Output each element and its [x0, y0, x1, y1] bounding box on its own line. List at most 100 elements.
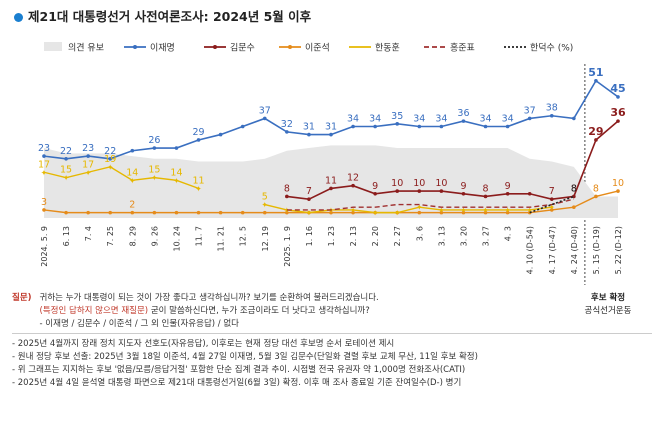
x-tick-label: 3. 6: [415, 226, 424, 241]
lee-jae-myung-data-label: 34: [435, 114, 447, 125]
lee-jae-myung-point: [549, 113, 554, 118]
lee-jae-myung-data-label: 29: [192, 127, 204, 138]
kim-moon-soo-data-label: 10: [413, 178, 425, 189]
x-tick-label: 3. 27: [482, 226, 491, 246]
han-dong-hoon-data-label: 15: [60, 165, 72, 176]
x-tick-label: 4. 17 (D-47): [548, 226, 557, 274]
han-dong-hoon-point: ✦: [504, 206, 511, 215]
han-dong-hoon-point: ✦: [195, 184, 202, 193]
lee-jae-myung-data-label: 22: [60, 146, 72, 157]
han-dong-hoon-point: ✦: [416, 203, 423, 212]
han-dong-hoon-point: ✦: [394, 209, 401, 218]
han-dong-hoon-point: ✦: [85, 168, 92, 177]
kim-moon-soo-data-label: 29: [588, 125, 603, 138]
lee-jae-myung-point: [527, 116, 532, 121]
footnote: - 2025년 4월 4일 윤석열 대통령 파면으로 제21대 대통령선거일(6…: [12, 378, 462, 388]
legend-swatch: [44, 42, 62, 51]
han-dong-hoon-data-label: 17: [82, 159, 94, 170]
han-duck-soo-data-label: 8: [571, 183, 577, 194]
lee-jun-seok-data-label: 3: [41, 197, 47, 208]
kim-moon-soo-line: [286, 120, 619, 200]
han-dong-hoon-data-label: 15: [148, 165, 160, 176]
lee-jae-myung-data-label: 51: [588, 66, 603, 79]
lee-jae-myung-point: [594, 78, 598, 83]
lee-jun-seok-point: [174, 210, 179, 215]
kim-moon-soo-data-label: 9: [505, 181, 511, 192]
lee-jae-myung-data-label: 34: [502, 114, 514, 125]
lee-jun-seok-point: [417, 210, 422, 215]
footnote: - 2025년 4월까지 장래 정치 지도자 선호도(자유응답), 이후로는 현…: [12, 339, 395, 349]
han-dong-hoon-data-label: 17: [38, 159, 50, 170]
legend-label: 김문수: [230, 42, 255, 54]
han-dong-hoon-point: ✦: [173, 176, 180, 185]
x-tick-label: 12. 5: [239, 226, 248, 246]
lee-jun-seok-point: [218, 210, 223, 215]
lee-jae-myung-point: [329, 132, 333, 137]
lee-jae-myung-data-label: 35: [391, 111, 403, 122]
x-tick-label: 4. 24 (D-40): [570, 226, 579, 274]
lee-jae-myung-point: [505, 124, 510, 129]
lee-jun-seok-point: [483, 210, 488, 215]
question-block: 질문) 귀하는 누가 대통령이 되는 것이 가장 좋다고 생각하십니까? 보기를…: [12, 292, 652, 331]
kim-moon-soo-data-label: 8: [284, 183, 290, 194]
lee-jae-myung-data-label: 23: [82, 143, 94, 154]
side-note-line2: 공식선거운동: [584, 306, 632, 316]
kim-moon-soo-data-label: 11: [325, 175, 337, 186]
lee-jun-seok-point: [196, 210, 201, 215]
lee-jun-seok-point: [42, 208, 46, 212]
kim-moon-soo-data-label: 8: [571, 183, 577, 194]
han-dong-hoon-point: ✦: [350, 206, 357, 215]
chart-title: 제21대 대통령선거 사전여론조사: 2024년 5월 이후: [14, 6, 311, 25]
lee-jae-myung-point: [483, 124, 488, 129]
han-dong-hoon-point: ✦: [63, 174, 70, 183]
x-tick-label: 1. 23: [327, 226, 336, 246]
kim-moon-soo-point: [594, 138, 598, 142]
footnote: - 위 그래프는 지지하는 후보 '없음/모름/응답거절' 포함한 단순 집계 …: [12, 365, 466, 375]
legend-label: 의견 유보: [68, 42, 104, 54]
lee-jae-myung-point: [42, 154, 46, 158]
lee-jae-myung-data-label: 31: [325, 122, 337, 133]
kim-moon-soo-data-label: 7: [306, 186, 312, 197]
han-dong-hoon-data-label: 14: [126, 167, 138, 178]
lee-jae-myung-point: [572, 116, 576, 121]
legend-marker: [288, 45, 292, 49]
lee-jae-myung-point: [108, 157, 113, 161]
question-line2: (특정인 답하지 않으면 재질문) 굳이 말씀하신다면, 누가 조금이라도 더 …: [40, 305, 379, 318]
han-dong-hoon-point: ✦: [460, 206, 467, 215]
lee-jae-myung-data-label: 45: [610, 82, 625, 95]
lee-jae-myung-data-label: 32: [281, 119, 293, 130]
lee-jae-myung-point: [307, 132, 311, 137]
han-dong-hoon-point: ✦: [41, 168, 48, 177]
han-dong-hoon-point: ✦: [482, 206, 489, 215]
kim-moon-soo-point: [373, 191, 377, 196]
lee-jae-myung-point: [152, 146, 157, 150]
x-tick-label: 2. 27: [393, 226, 402, 246]
lee-jun-seok-point: [549, 208, 554, 212]
han-dong-hoon-point: ✦: [151, 174, 158, 183]
lee-jae-myung-data-label: 22: [104, 146, 116, 157]
lee-jun-seok-point: [86, 210, 90, 215]
kim-moon-soo-data-label: 7: [549, 186, 555, 197]
han-dong-hoon-point: ✦: [438, 206, 445, 215]
han-dong-hoon-point: ✦: [526, 206, 533, 215]
lee-jae-myung-data-label: 34: [479, 114, 491, 125]
han-dong-hoon-point: ✦: [261, 201, 268, 210]
legend-marker: [213, 45, 217, 49]
x-tick-label: 4. 3: [504, 226, 513, 241]
han-dong-hoon-point: ✦: [107, 163, 114, 172]
lee-jae-myung-data-label: 37: [259, 105, 271, 116]
x-tick-label: 9. 26: [150, 226, 159, 246]
kim-moon-soo-point: [395, 189, 400, 193]
x-tick-label: 8. 29: [128, 226, 137, 246]
han-dong-hoon-point: ✦: [306, 209, 313, 218]
kim-moon-soo-point: [527, 191, 532, 196]
lee-jun-seok-data-label: 10: [612, 178, 624, 189]
han-dong-hoon-data-label: 14: [170, 167, 182, 178]
lee-jae-myung-point: [439, 124, 444, 129]
x-tick-label: 10. 24: [172, 226, 181, 251]
lee-jun-seok-data-label: 8: [593, 183, 599, 194]
han-dong-hoon-line: [43, 166, 552, 214]
lee-jun-seok-point: [152, 210, 157, 215]
lee-jae-myung-point: [395, 122, 400, 126]
legend-label: 이재명: [150, 43, 175, 54]
